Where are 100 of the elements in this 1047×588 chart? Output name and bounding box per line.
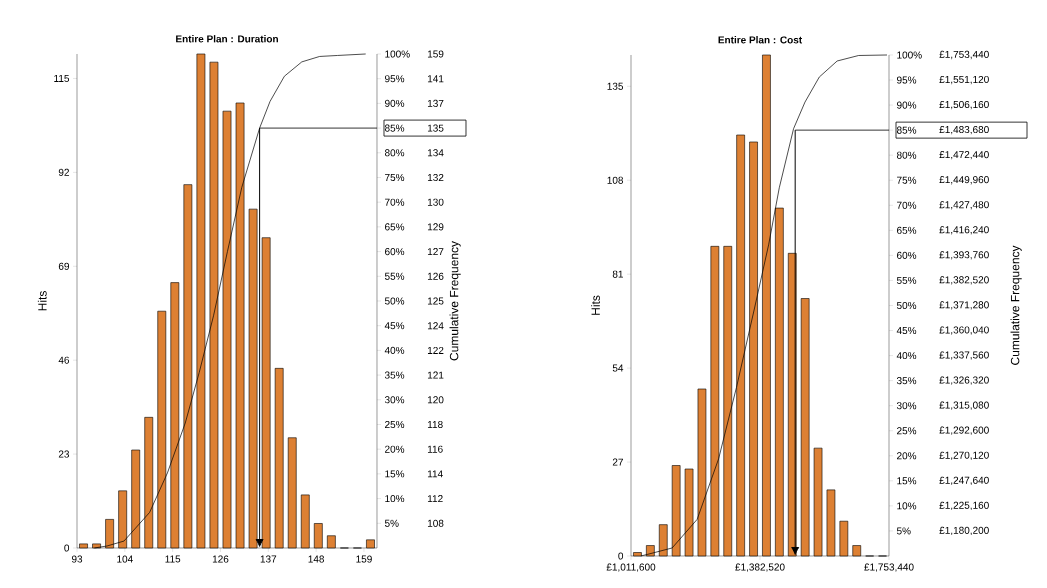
y2-tick-label: 95% bbox=[897, 76, 917, 84]
y2-tick-label: 65% bbox=[385, 223, 405, 231]
y2-tick-label: 5% bbox=[384, 519, 399, 527]
y-axis-title: Hits bbox=[37, 291, 47, 311]
y2-tick-label: 70% bbox=[385, 198, 405, 206]
text: 114 bbox=[427, 470, 443, 478]
y-axis-title: Hits bbox=[591, 295, 600, 315]
y2-tick-label: 15% bbox=[385, 470, 405, 478]
x-tick-label: £1,382,520 bbox=[735, 563, 785, 572]
x-tick-label: 115 bbox=[165, 555, 181, 563]
y2-tick-label: 20% bbox=[385, 445, 405, 453]
text: £1,360,040 bbox=[939, 326, 989, 335]
x-tick-label: 104 bbox=[117, 555, 133, 563]
text: £1,382,520 bbox=[939, 276, 989, 285]
text: £1,551,120 bbox=[939, 75, 989, 85]
text: 112 bbox=[427, 495, 443, 503]
text: 135 bbox=[427, 124, 444, 132]
text: 141 bbox=[427, 75, 444, 83]
y2-axis-title: Cumulative Frequency bbox=[1010, 245, 1022, 365]
x-tick-label: 137 bbox=[260, 555, 277, 563]
y-tick-label: 46 bbox=[58, 356, 70, 364]
y-tick-label: 27 bbox=[612, 458, 623, 466]
text: 130 bbox=[427, 198, 444, 206]
text: £1,270,120 bbox=[939, 451, 989, 460]
x-tick-label: 148 bbox=[308, 555, 325, 563]
y2-tick-label: 45% bbox=[384, 322, 405, 330]
y-tick-label: 81 bbox=[612, 270, 623, 278]
y2-tick-label: 40% bbox=[384, 346, 405, 354]
text: 125 bbox=[427, 297, 444, 305]
y-tick-label: 54 bbox=[612, 364, 624, 372]
text: 108 bbox=[427, 519, 444, 527]
y-tick-label: 135 bbox=[607, 82, 624, 90]
y2-axis-title: Cumulative Frequency bbox=[449, 241, 461, 361]
y2-tick-label: 90% bbox=[897, 101, 917, 109]
text: £1,326,320 bbox=[939, 376, 989, 385]
y2-tick-label: 95% bbox=[385, 75, 405, 83]
y2-tick-label: 90% bbox=[385, 99, 405, 107]
y2-tick-label: 80% bbox=[384, 149, 405, 157]
text: 118 bbox=[427, 420, 443, 429]
text: £1,371,280 bbox=[939, 301, 989, 310]
y2-tick-label: 20% bbox=[897, 452, 917, 460]
y2-tick-label: 85% bbox=[384, 124, 405, 132]
y2-tick-label: 25% bbox=[897, 427, 917, 435]
y-tick-label: 69 bbox=[58, 262, 70, 270]
y2-tick-label: 100% bbox=[385, 50, 410, 58]
text: £1,506,160 bbox=[939, 100, 989, 110]
y2-tick-label: 70% bbox=[897, 201, 917, 209]
y2-tick-label: 60% bbox=[385, 248, 405, 256]
text: £1,427,480 bbox=[939, 201, 989, 210]
y2-tick-label: 50% bbox=[896, 301, 917, 310]
text: 129 bbox=[427, 223, 444, 231]
text: £1,180,200 bbox=[939, 526, 989, 536]
y2-tick-label: 30% bbox=[384, 396, 405, 404]
text: £1,337,560 bbox=[939, 351, 989, 360]
text: 121 bbox=[427, 371, 444, 379]
y2-tick-label: 10% bbox=[385, 495, 405, 503]
text: £1,292,600 bbox=[939, 426, 989, 435]
y2-tick-label: 10% bbox=[897, 502, 917, 510]
chart-title: Entire Plan : Duration bbox=[176, 35, 278, 43]
y-tick-label: 23 bbox=[58, 450, 70, 458]
text: 134 bbox=[427, 149, 444, 157]
text: 120 bbox=[427, 396, 444, 404]
y2-tick-label: 15% bbox=[897, 477, 917, 485]
y2-tick-label: 55% bbox=[384, 272, 405, 280]
text: 124 bbox=[427, 322, 444, 330]
x-tick-label: £1,753,440 bbox=[864, 563, 914, 572]
y2-tick-label: 100% bbox=[897, 51, 922, 59]
chart-title: Entire Plan : Cost bbox=[718, 36, 803, 44]
y2-tick-label: 30% bbox=[896, 402, 917, 410]
y2-tick-label: 25% bbox=[385, 420, 405, 429]
y2-tick-label: 80% bbox=[896, 151, 917, 159]
y2-tick-label: 85% bbox=[896, 126, 917, 134]
text: £1,483,680 bbox=[939, 126, 989, 135]
y-tick-label: 115 bbox=[54, 74, 70, 82]
x-tick-label: £1,011,600 bbox=[606, 563, 656, 572]
text: £1,472,440 bbox=[939, 151, 989, 160]
text: 127 bbox=[427, 248, 444, 256]
text: £1,449,960 bbox=[939, 176, 989, 185]
y-tick-label: 92 bbox=[58, 168, 69, 176]
x-tick-label: 93 bbox=[71, 555, 83, 563]
text: 137 bbox=[427, 99, 444, 107]
text: 132 bbox=[427, 173, 444, 182]
text: £1,416,240 bbox=[939, 226, 989, 235]
text: £1,753,440 bbox=[939, 50, 989, 60]
y2-tick-label: 60% bbox=[897, 251, 917, 259]
y2-tick-label: 75% bbox=[897, 176, 917, 184]
x-tick-label: 126 bbox=[212, 555, 229, 563]
y2-tick-label: 40% bbox=[896, 352, 917, 360]
y2-tick-label: 75% bbox=[385, 173, 405, 181]
y2-tick-label: 55% bbox=[896, 276, 917, 284]
y2-tick-label: 45% bbox=[896, 327, 917, 335]
y2-tick-label: 50% bbox=[384, 297, 405, 305]
y2-tick-label: 35% bbox=[896, 377, 917, 385]
x-tick-label: 159 bbox=[356, 555, 372, 563]
text: £1,225,160 bbox=[939, 501, 989, 511]
text: £1,315,080 bbox=[939, 401, 989, 410]
y2-tick-label: 65% bbox=[897, 226, 917, 234]
y2-tick-label: 35% bbox=[384, 371, 405, 379]
text: 122 bbox=[427, 346, 444, 354]
y-tick-label: 0 bbox=[64, 544, 70, 552]
